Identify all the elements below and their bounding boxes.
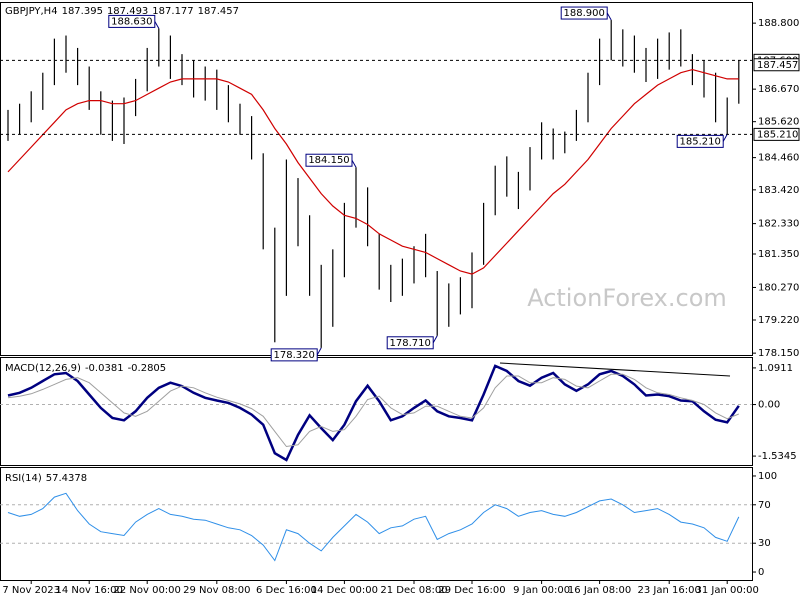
y-tick-label: 186.670 <box>758 84 799 95</box>
header-part: GBPJPY,H4 <box>5 6 58 17</box>
price-label: 185.210 <box>680 136 721 147</box>
price-label-leader <box>606 12 612 21</box>
price-label-box <box>108 14 156 28</box>
x-tick-label: 21 Dec 08:00 <box>380 585 447 596</box>
rsi-panel <box>0 467 753 581</box>
y-tick-label: 182.330 <box>758 219 799 230</box>
y-tick-label: 30 <box>758 538 771 549</box>
header-part: RSI(14) <box>5 473 42 484</box>
indicator-line <box>7 492 740 562</box>
y-tick-label: -1.5345 <box>758 451 797 462</box>
y-tick-label: 70 <box>758 500 771 511</box>
y-tick-label: 180.270 <box>758 282 799 293</box>
trend-line <box>499 362 731 377</box>
x-tick-label: 14 Dec 00:00 <box>311 585 378 596</box>
price-panel <box>0 2 753 356</box>
x-tick-label: 7 Nov 2023 <box>2 585 60 596</box>
header-part: -0.0381 <box>85 363 124 374</box>
header-part: 187.395 <box>62 6 103 17</box>
header-part: 57.4378 <box>46 473 87 484</box>
y-tick-label: 100 <box>758 471 777 482</box>
price-label: 178.320 <box>274 350 315 361</box>
header-part: 187.457 <box>198 6 239 17</box>
panel-header: MACD(12,26,9) -0.0381 -0.2805 <box>5 363 166 374</box>
current-price-box <box>753 58 800 72</box>
y-tick-label: 0 <box>758 567 764 578</box>
level-label-box <box>753 127 800 141</box>
y-tick-label: 1.0911 <box>758 363 793 374</box>
price-label: 184.150 <box>308 155 349 166</box>
price-label-leader <box>154 21 160 29</box>
y-tick-label: 188.800 <box>758 18 799 29</box>
price-label-leader <box>432 335 438 344</box>
x-tick-label: 22 Nov 00:00 <box>113 585 180 596</box>
x-tick-label: 6 Dec 16:00 <box>256 585 317 596</box>
x-tick-label: 14 Nov 16:00 <box>55 585 122 596</box>
x-tick-label: 29 Dec 16:00 <box>438 585 505 596</box>
price-label-leader <box>316 347 322 356</box>
header-part: -0.2805 <box>128 363 167 374</box>
watermark: ActionForex.com <box>527 284 727 312</box>
y-tick-label: 0.00 <box>758 400 780 411</box>
price-label-leader <box>351 159 357 168</box>
header-part: 187.493 <box>107 6 148 17</box>
price-label-box <box>305 153 353 167</box>
current-price-label: 187.457 <box>757 60 798 71</box>
price-label: 178.710 <box>390 338 431 349</box>
price-label-box <box>386 336 434 350</box>
x-tick-label: 23 Jan 16:00 <box>638 585 701 596</box>
y-tick-label: 183.420 <box>758 185 799 196</box>
price-label: 188.630 <box>111 16 152 27</box>
price-label-box <box>676 134 724 148</box>
y-tick-label: 181.350 <box>758 249 799 260</box>
indicator-line <box>7 364 740 462</box>
macd-panel <box>0 357 753 466</box>
x-tick-label: 16 Jan 08:00 <box>568 585 631 596</box>
moving-average <box>7 68 739 275</box>
level-label: 185.210 <box>757 129 798 140</box>
y-tick-label: 184.460 <box>758 153 799 164</box>
x-tick-label: 29 Nov 08:00 <box>183 585 250 596</box>
indicator-line <box>7 373 739 448</box>
x-tick-label: 9 Jan 00:00 <box>513 585 570 596</box>
header-part: MACD(12,26,9) <box>5 363 81 374</box>
y-tick-label: 178.150 <box>758 348 799 359</box>
y-tick-label: 179.220 <box>758 315 799 326</box>
panel-header: RSI(14) 57.4378 <box>5 473 87 484</box>
y-tick-label: 185.620 <box>758 117 799 128</box>
price-label-leader <box>722 134 728 142</box>
header-part: 187.177 <box>152 6 193 17</box>
x-tick-label: 31 Jan 00:00 <box>696 585 759 596</box>
price-label: 188.900 <box>564 8 605 19</box>
price-label-box <box>560 6 608 20</box>
price-label-box <box>270 348 318 362</box>
panel-header: GBPJPY,H4 187.395 187.493 187.177 187.457 <box>5 6 239 17</box>
